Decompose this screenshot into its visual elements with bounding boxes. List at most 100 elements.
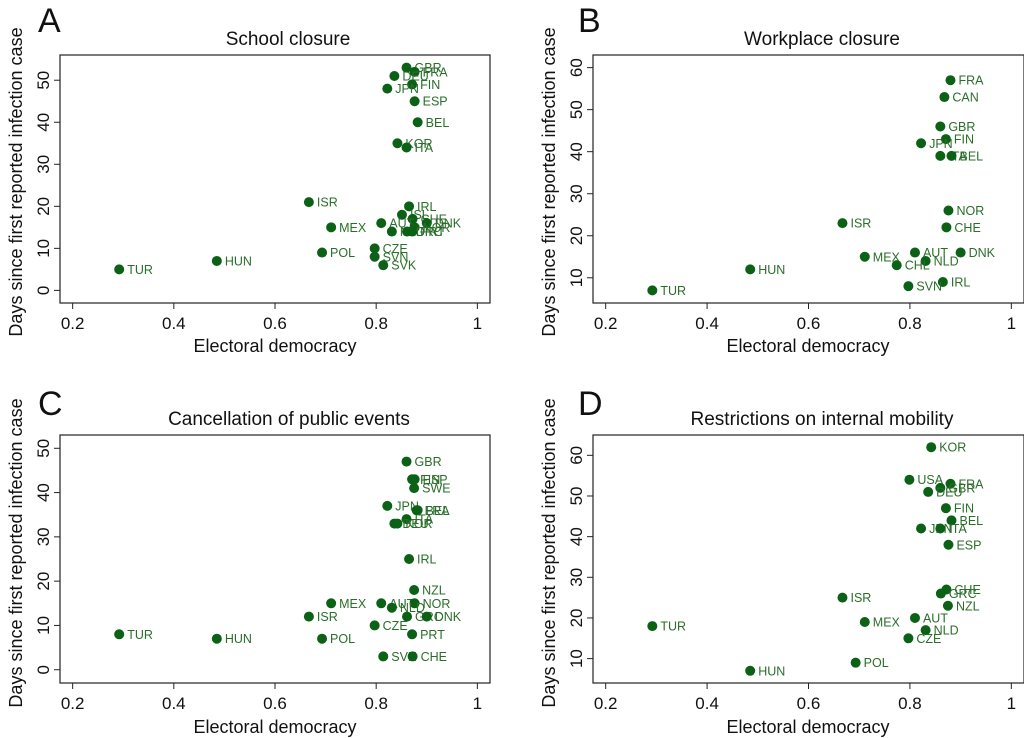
y-tick-label: 10 xyxy=(567,268,586,287)
plot-frame xyxy=(592,434,1024,684)
data-label-dnk: DNK xyxy=(969,246,996,260)
data-point-fra xyxy=(411,505,422,516)
data-label-isr: ISR xyxy=(850,591,871,605)
panel-a: A School closure Electoral democracy Day… xyxy=(6,2,491,356)
data-label-che: CHE xyxy=(954,221,980,235)
data-point-pol xyxy=(850,657,861,668)
y-tick-label: 0 xyxy=(34,286,53,295)
x-tick-label: 0.6 xyxy=(797,314,821,333)
data-label-bel: BEL xyxy=(426,116,450,130)
data-point-nld xyxy=(920,255,931,266)
data-label-fin: FIN xyxy=(954,133,974,147)
x-tick-label: 0.4 xyxy=(162,314,186,333)
data-label-nor: NOR xyxy=(423,221,451,235)
chart-title: School closure xyxy=(226,29,351,50)
data-point-irl xyxy=(404,554,415,564)
y-tick-label: 20 xyxy=(34,572,53,591)
data-label-nzl: NZL xyxy=(956,599,980,613)
data-point-bel xyxy=(946,150,957,161)
chart-title: Cancellation of public events xyxy=(168,409,410,430)
data-point-nld xyxy=(920,625,931,636)
data-label-dnk: DNK xyxy=(435,217,462,231)
data-label-fra: FRA xyxy=(958,477,984,491)
data-point-ita xyxy=(401,142,412,153)
data-point-nld xyxy=(386,226,397,237)
data-point-grc xyxy=(402,611,413,622)
data-point-grc xyxy=(935,588,946,599)
data-label-hun: HUN xyxy=(758,263,785,277)
data-label-svn: SVN xyxy=(916,280,942,294)
data-point-kor xyxy=(392,518,403,529)
data-label-hun: HUN xyxy=(758,664,785,678)
data-point-isr xyxy=(303,197,314,208)
data-label-che: CHE xyxy=(954,583,980,597)
data-label-fin: FIN xyxy=(420,78,440,92)
data-point-mex xyxy=(859,617,870,628)
data-point-nor xyxy=(943,205,954,216)
data-label-mex: MEX xyxy=(339,597,367,611)
data-label-prt: PRT xyxy=(420,628,445,642)
data-point-bel xyxy=(412,117,423,128)
data-point-gbr xyxy=(935,482,946,493)
y-tick-label: 50 xyxy=(34,439,53,458)
data-point-jpn xyxy=(916,523,927,534)
data-point-irl xyxy=(404,201,415,212)
data-label-ita: ITA xyxy=(415,513,434,527)
data-point-ita xyxy=(401,514,412,525)
data-label-fin: FIN xyxy=(420,473,440,487)
data-label-fra: FRA xyxy=(425,504,451,518)
data-label-mex: MEX xyxy=(339,221,367,235)
data-label-pol: POL xyxy=(864,656,889,670)
data-label-fra: FRA xyxy=(958,74,984,88)
y-tick-label: 50 xyxy=(567,100,586,119)
data-label-pol: POL xyxy=(330,246,355,260)
y-axis-label: Days since first reported infection case xyxy=(6,27,26,336)
panel-b: B Workplace closure Electoral democracy … xyxy=(539,2,1024,356)
data-point-mex xyxy=(859,251,870,262)
y-tick-label: 40 xyxy=(34,483,53,502)
x-tick-label: 0.4 xyxy=(695,314,719,333)
x-tick-label: 0.8 xyxy=(364,694,388,713)
x-tick-label: 1 xyxy=(473,314,482,333)
data-point-tur xyxy=(114,629,125,640)
data-label-mex: MEX xyxy=(873,250,901,264)
y-tick-label: 60 xyxy=(567,58,586,77)
data-label-kor: KOR xyxy=(405,137,432,151)
x-tick-label: 0.2 xyxy=(61,694,85,713)
data-label-isr: ISR xyxy=(850,217,871,231)
y-tick-label: 40 xyxy=(34,113,53,132)
data-point-svn xyxy=(378,651,389,662)
x-tick-label: 0.8 xyxy=(898,694,922,713)
data-point-prt xyxy=(407,629,418,640)
data-point-che xyxy=(941,222,952,233)
data-point-esp xyxy=(943,539,954,550)
data-label-dnk: DNK xyxy=(435,610,462,624)
data-point-isr xyxy=(303,611,314,622)
x-tick-label: 0.4 xyxy=(695,694,719,713)
data-point-dnk xyxy=(421,611,432,622)
data-label-svn: SVN xyxy=(383,250,409,264)
x-tick-label: 0.6 xyxy=(263,314,287,333)
data-point-svn xyxy=(369,251,380,262)
data-point-cze xyxy=(369,620,380,631)
data-label-prt: PRT xyxy=(420,225,445,239)
y-tick-label: 20 xyxy=(567,608,586,627)
y-tick-label: 40 xyxy=(567,527,586,546)
data-point-swe xyxy=(409,483,420,494)
data-label-swe: SWE xyxy=(422,482,450,496)
data-point-tur xyxy=(647,285,658,296)
x-tick-label: 0.4 xyxy=(162,694,186,713)
y-tick-label: 50 xyxy=(567,487,586,506)
data-label-grc: GRC xyxy=(949,587,977,601)
data-point-fin xyxy=(407,79,418,90)
x-axis-label: Electoral democracy xyxy=(193,336,356,356)
data-label-cze: CZE xyxy=(916,632,941,646)
y-axis-label: Days since first reported infection case xyxy=(6,398,26,707)
data-point-ita xyxy=(935,523,946,534)
data-label-esp: ESP xyxy=(423,95,448,109)
data-point-che xyxy=(407,213,418,224)
x-axis-label: Electoral democracy xyxy=(193,717,356,737)
panel-letter: A xyxy=(38,2,61,40)
panel-d: D Restrictions on internal mobility Elec… xyxy=(539,385,1024,737)
